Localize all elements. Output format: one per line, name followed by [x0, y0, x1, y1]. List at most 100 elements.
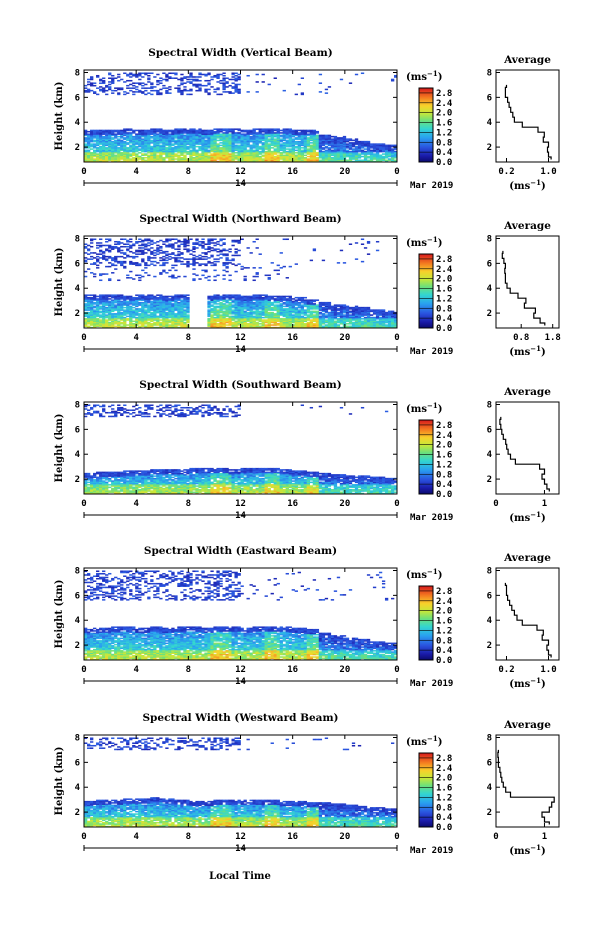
heatmap-cell	[294, 303, 298, 305]
heatmap-cell	[309, 157, 314, 159]
heatmap-cell	[150, 140, 154, 143]
heatmap-cell	[243, 324, 247, 326]
heatmap-cell	[306, 318, 311, 320]
heatmap-cell	[246, 303, 250, 305]
heatmap-cell	[252, 304, 256, 306]
heatmap-cell	[129, 296, 133, 299]
heatmap-cell	[147, 140, 151, 143]
heatmap-cell	[276, 142, 280, 144]
heatmap-cell	[324, 155, 329, 158]
heatmap-cell	[174, 320, 178, 323]
heatmap-cell	[177, 147, 181, 149]
heatmap-cell	[141, 295, 145, 298]
heatmap-cell	[189, 153, 193, 155]
heatmap-cell	[384, 145, 389, 148]
heatmap-cell	[192, 278, 196, 280]
heatmap-cell	[237, 311, 241, 314]
heatmap-cell	[225, 253, 229, 255]
heatmap-cell	[294, 315, 298, 318]
heatmap-cell	[174, 254, 178, 257]
heatmap-cell	[228, 78, 232, 81]
heatmap-cell	[303, 309, 308, 311]
heatmap-cell	[252, 153, 256, 155]
heatmap-cell	[234, 133, 238, 135]
heatmap-cell	[207, 238, 211, 241]
heatmap-cell	[213, 295, 217, 298]
heatmap-cell	[276, 128, 280, 130]
heatmap-cell	[171, 277, 175, 279]
heatmap-cell	[84, 247, 88, 249]
heatmap-cell	[102, 155, 106, 158]
heatmap-cell	[189, 147, 193, 149]
heatmap-cell	[99, 296, 103, 299]
heatmap-cell	[189, 253, 193, 255]
heatmap-cell	[237, 89, 241, 92]
heatmap-cell	[378, 149, 383, 152]
heatmap-cell	[147, 298, 151, 300]
heatmap-cell	[150, 309, 154, 311]
heatmap-cell	[339, 148, 344, 150]
heatmap-cell	[255, 272, 259, 274]
heatmap-cell	[225, 262, 229, 264]
heatmap-cell	[210, 158, 214, 160]
heatmap-cell	[309, 315, 314, 318]
heatmap-cell	[138, 82, 142, 84]
heatmap-cell	[252, 154, 256, 157]
heatmap-cell	[279, 138, 283, 140]
heatmap-cell	[246, 138, 250, 140]
heatmap-cell	[147, 137, 151, 139]
heatmap-cell	[240, 308, 244, 310]
heatmap-cell	[165, 148, 169, 150]
heatmap-cell	[249, 323, 253, 325]
heatmap-cell	[219, 152, 223, 154]
heatmap-cell	[333, 144, 338, 147]
heatmap-cell	[279, 308, 283, 310]
heatmap-cell	[192, 260, 196, 263]
heatmap-cell	[225, 82, 229, 84]
heatmap-cell	[225, 128, 229, 130]
heatmap-cell	[123, 130, 127, 133]
heatmap-cell	[192, 135, 196, 138]
heatmap-cell	[90, 258, 94, 260]
heatmap-cell	[93, 305, 97, 308]
heatmap-cell	[300, 144, 304, 147]
x-tick-label: 20	[339, 167, 350, 177]
heatmap-cell	[210, 137, 214, 139]
heatmap-cell	[276, 159, 280, 162]
heatmap-cell	[207, 135, 211, 138]
heatmap-cell	[225, 137, 229, 139]
heatmap-cell	[183, 159, 187, 162]
heatmap-cell	[342, 149, 347, 152]
heatmap-cell	[129, 145, 133, 148]
heatmap-cell	[198, 142, 202, 144]
heatmap-cell	[267, 145, 271, 148]
heatmap-cell	[288, 298, 292, 300]
heatmap-cell	[174, 147, 178, 149]
heatmap-cell	[159, 133, 163, 135]
heatmap-cell	[300, 159, 304, 162]
heatmap-cell	[177, 321, 181, 324]
heatmap-cell	[90, 159, 94, 162]
heatmap-cell	[84, 133, 88, 135]
x-tick-label: 0	[81, 167, 86, 177]
heatmap-cell	[309, 310, 314, 313]
heatmap-cell	[234, 318, 238, 320]
heatmap-cell	[231, 147, 235, 149]
heatmap-cell	[168, 129, 172, 132]
heatmap-cell	[99, 308, 103, 310]
heatmap-cell	[288, 137, 292, 139]
heatmap-cell	[129, 238, 133, 241]
heatmap-cell	[285, 128, 289, 130]
heatmap-cell	[294, 308, 298, 310]
heatmap-cell	[330, 154, 335, 157]
heatmap-cell	[267, 298, 271, 300]
heatmap-cell	[225, 254, 229, 257]
heatmap-cell	[252, 142, 256, 144]
heatmap-cell	[300, 152, 304, 154]
heatmap-cell	[213, 153, 217, 155]
heatmap-cell	[117, 154, 121, 157]
heatmap-cell	[282, 298, 286, 300]
heatmap-cell	[216, 313, 220, 315]
heatmap-cell	[240, 142, 244, 144]
heatmap-cell	[135, 303, 139, 305]
